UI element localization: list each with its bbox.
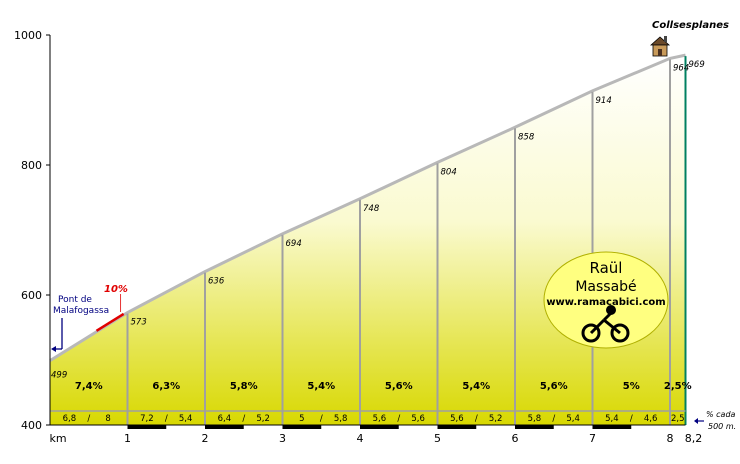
km-bar-3 (282, 425, 322, 429)
elevation-label-6: 858 (518, 132, 535, 142)
x-tick-label-4: 4 (357, 432, 364, 445)
x-tick-label-6: 6 (512, 432, 519, 445)
km-bar-2 (205, 425, 244, 429)
cyclist-icon (581, 305, 630, 343)
y-tick-label-600: 600 (21, 289, 42, 302)
y-tick-label-800: 800 (21, 159, 42, 172)
km-bar-7 (592, 425, 632, 429)
segment-slash-7: / (630, 414, 633, 424)
segment-grade-5: 5,4% (462, 381, 490, 392)
segment-slash-4: / (397, 414, 400, 424)
segment-half-b-5: 5,2 (489, 414, 503, 424)
author-logo: Raül Massabé www.ramacabici.com (543, 251, 669, 349)
elevation-label-1: 573 (131, 318, 147, 328)
segment-grade-4: 5,6% (385, 381, 413, 392)
x-tick-label-8: 8 (667, 432, 674, 445)
segment-grade-7: 5% (623, 381, 640, 392)
elevation-label-4: 748 (363, 204, 380, 214)
km-bar-6 (515, 425, 554, 429)
legend-arrow-icon (694, 418, 704, 424)
elevation-label-0: 499 (51, 371, 67, 381)
x-tick-label-0: km (49, 432, 66, 445)
author-name-2: Massabé (575, 279, 636, 295)
segment-slash-2: / (242, 414, 245, 424)
segment-grade-3: 5,4% (307, 381, 335, 392)
km-bar-1 (127, 425, 167, 429)
km-bar-4 (360, 425, 399, 429)
segment-slash-1: / (165, 414, 168, 424)
elevation-label-3: 694 (286, 239, 302, 249)
legend-note-line1: % cada (706, 410, 736, 419)
segment-grade-1: 6,3% (152, 381, 180, 392)
profile-area (50, 55, 686, 425)
author-site: www.ramacabici.com (546, 297, 665, 308)
segment-grade-6: 5,6% (540, 381, 568, 392)
house-icon (649, 36, 671, 57)
segment-half-b-6: 5,4 (566, 414, 580, 424)
elevation-label-9: 969 (689, 60, 705, 70)
segment-slash-5: / (475, 414, 478, 424)
segment-grade-2: 5,8% (230, 381, 258, 392)
segment-slash-6: / (552, 414, 555, 424)
author-name-1: Raül (590, 259, 623, 277)
segment-slash-0: / (87, 414, 90, 424)
km-bar-5 (437, 425, 477, 429)
segment-half-a-6: 5,8 (528, 414, 542, 424)
start-label-line2: Malafogassa (53, 306, 109, 316)
y-tick-label-400: 400 (21, 419, 42, 432)
legend-note-line2: 500 m. (708, 422, 736, 431)
summit-label: Collsesplanes (652, 20, 729, 31)
elevation-label-8: 964 (673, 63, 689, 73)
segment-half-a-3: 5 (299, 414, 304, 424)
segment-half-a-1: 7,2 (140, 414, 154, 424)
start-arrow-icon (51, 318, 63, 352)
segment-half-b-3: 5,8 (334, 414, 348, 424)
x-tick-label-9: 8,2 (685, 432, 703, 445)
segment-grade-0: 7,4% (75, 381, 103, 392)
segment-half-b-7: 4,6 (644, 414, 658, 424)
segment-half-a-4: 5,6 (373, 414, 387, 424)
segment-half-b-2: 5,2 (256, 414, 270, 424)
segment-half-a-0: 6,8 (63, 414, 77, 424)
x-tick-label-3: 3 (279, 432, 286, 445)
y-tick-label-1000: 1000 (14, 29, 42, 42)
segment-half-a-8: 2,5 (671, 414, 685, 424)
max-grade-marker (95, 312, 125, 332)
x-tick-label-5: 5 (434, 432, 441, 445)
start-label-line1: Pont de (58, 295, 92, 305)
segment-half-b-1: 5,4 (179, 414, 193, 424)
elevation-label-5: 804 (441, 167, 457, 177)
segment-half-b-4: 5,6 (411, 414, 425, 424)
profile-outline (49, 53, 686, 362)
elevation-label-7: 914 (596, 96, 612, 106)
x-tick-label-2: 2 (202, 432, 209, 445)
segment-grade-8: 2,5% (664, 381, 692, 392)
x-tick-label-1: 1 (124, 432, 131, 445)
segment-half-a-2: 6,4 (218, 414, 232, 424)
elevation-label-2: 636 (208, 277, 225, 287)
segment-half-a-7: 5,4 (605, 414, 619, 424)
max-grade-label: 10% (104, 284, 128, 295)
x-tick-label-7: 7 (589, 432, 596, 445)
segment-half-a-5: 5,6 (450, 414, 464, 424)
segment-slash-3: / (320, 414, 323, 424)
segment-half-b-0: 8 (105, 414, 110, 424)
